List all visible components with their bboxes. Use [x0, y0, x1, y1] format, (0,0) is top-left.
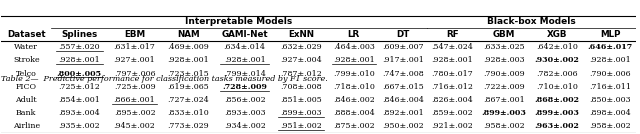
Text: .899±.003: .899±.003	[280, 109, 322, 117]
Text: .850±.003: .850±.003	[589, 96, 631, 104]
Text: .619±.065: .619±.065	[168, 83, 209, 91]
Text: .899±.003: .899±.003	[482, 109, 527, 117]
Text: .800±.005: .800±.005	[57, 70, 102, 78]
Text: .464±.003: .464±.003	[333, 43, 375, 51]
Text: .893±.004: .893±.004	[58, 109, 100, 117]
Text: XGB: XGB	[547, 30, 567, 39]
Text: .958±.002: .958±.002	[589, 122, 631, 130]
Text: .710±.010: .710±.010	[536, 83, 578, 91]
Text: .780±.017: .780±.017	[431, 70, 474, 78]
Text: .633±.025: .633±.025	[483, 43, 525, 51]
Text: Table 2—  Predictive performance for classification tasks measured by F1 score.: Table 2— Predictive performance for clas…	[1, 75, 328, 83]
Text: .846±.002: .846±.002	[333, 96, 374, 104]
Text: .723±.015: .723±.015	[168, 70, 209, 78]
Text: .547±.024: .547±.024	[431, 43, 474, 51]
Text: .833±.010: .833±.010	[168, 109, 209, 117]
Text: .928±.001: .928±.001	[333, 56, 374, 64]
Text: .609±.007: .609±.007	[382, 43, 424, 51]
Text: Black-box Models: Black-box Models	[487, 17, 576, 26]
Text: .557±.020: .557±.020	[59, 43, 100, 51]
Text: .782±.006: .782±.006	[536, 70, 578, 78]
Text: Splines: Splines	[61, 30, 97, 39]
Text: .716±.011: .716±.011	[589, 83, 631, 91]
Text: .716±.012: .716±.012	[431, 83, 474, 91]
Text: .868±.002: .868±.002	[534, 96, 580, 104]
Text: .631±.017: .631±.017	[114, 43, 156, 51]
Text: .790±.006: .790±.006	[589, 70, 631, 78]
Text: .797±.006: .797±.006	[114, 70, 156, 78]
Text: .851±.005: .851±.005	[280, 96, 322, 104]
Text: .892±.001: .892±.001	[382, 109, 424, 117]
Text: Dataset: Dataset	[7, 30, 45, 39]
Text: .895±.002: .895±.002	[114, 109, 156, 117]
Text: .963±.002: .963±.002	[534, 122, 580, 130]
Text: GBM: GBM	[493, 30, 515, 39]
Text: Stroke: Stroke	[13, 56, 40, 64]
Text: .725±.009: .725±.009	[114, 83, 156, 91]
Text: .899±.003: .899±.003	[534, 109, 580, 117]
Text: .747±.008: .747±.008	[382, 70, 424, 78]
Text: Adult: Adult	[15, 96, 37, 104]
Text: .722±.009: .722±.009	[483, 83, 525, 91]
Text: .632±.029: .632±.029	[280, 43, 322, 51]
Text: .856±.002: .856±.002	[224, 96, 266, 104]
Text: .928±.001: .928±.001	[168, 56, 209, 64]
Text: EBM: EBM	[124, 30, 145, 39]
Text: .718±.010: .718±.010	[333, 83, 375, 91]
Text: .928±.001: .928±.001	[58, 56, 100, 64]
Text: .928±.001: .928±.001	[224, 56, 266, 64]
Text: .888±.004: .888±.004	[333, 109, 374, 117]
Text: DT: DT	[396, 30, 410, 39]
Text: .854±.001: .854±.001	[58, 96, 100, 104]
Text: LR: LR	[348, 30, 360, 39]
Text: .646±.017: .646±.017	[588, 43, 633, 51]
Text: GAMI-Net: GAMI-Net	[221, 30, 268, 39]
Text: .773±.029: .773±.029	[168, 122, 209, 130]
Text: Water: Water	[14, 43, 38, 51]
Text: .867±.001: .867±.001	[483, 96, 525, 104]
Text: .935±.002: .935±.002	[59, 122, 100, 130]
Text: .927±.001: .927±.001	[114, 56, 156, 64]
Text: .859±.002: .859±.002	[432, 109, 474, 117]
Text: .928±.001: .928±.001	[431, 56, 474, 64]
Text: Interpretable Models: Interpretable Models	[185, 17, 292, 26]
Text: .950±.002: .950±.002	[382, 122, 424, 130]
Text: .934±.002: .934±.002	[224, 122, 266, 130]
Text: .927±.004: .927±.004	[280, 56, 322, 64]
Text: .728±.009: .728±.009	[222, 83, 267, 91]
Text: .875±.002: .875±.002	[333, 122, 374, 130]
Text: .642±.010: .642±.010	[536, 43, 578, 51]
Text: .945±.002: .945±.002	[114, 122, 156, 130]
Text: .469±.009: .469±.009	[168, 43, 209, 51]
Text: .725±.012: .725±.012	[58, 83, 100, 91]
Text: FICO: FICO	[16, 83, 36, 91]
Text: .951±.002: .951±.002	[280, 122, 322, 130]
Text: Bank: Bank	[16, 109, 36, 117]
Text: .667±.015: .667±.015	[382, 83, 424, 91]
Text: RF: RF	[446, 30, 459, 39]
Text: .790±.009: .790±.009	[483, 70, 525, 78]
Text: .866±.001: .866±.001	[114, 96, 156, 104]
Text: .787±.012: .787±.012	[280, 70, 322, 78]
Text: .917±.001: .917±.001	[382, 56, 424, 64]
Text: .846±.004: .846±.004	[382, 96, 424, 104]
Text: .727±.024: .727±.024	[168, 96, 209, 104]
Text: .928±.003: .928±.003	[483, 56, 525, 64]
Text: NAM: NAM	[177, 30, 200, 39]
Text: Telco: Telco	[16, 70, 36, 78]
Text: .799±.014: .799±.014	[224, 70, 266, 78]
Text: .898±.004: .898±.004	[589, 109, 631, 117]
Text: .928±.001: .928±.001	[589, 56, 631, 64]
Text: .958±.002: .958±.002	[483, 122, 525, 130]
Text: ExNN: ExNN	[288, 30, 314, 39]
Text: .893±.003: .893±.003	[224, 109, 266, 117]
Text: .708±.008: .708±.008	[280, 83, 322, 91]
Text: MLP: MLP	[600, 30, 621, 39]
Text: .930±.002: .930±.002	[534, 56, 580, 64]
Text: Airline: Airline	[13, 122, 40, 130]
Text: .799±.010: .799±.010	[333, 70, 374, 78]
Text: .826±.004: .826±.004	[431, 96, 474, 104]
Text: .634±.014: .634±.014	[224, 43, 266, 51]
Text: .921±.002: .921±.002	[431, 122, 474, 130]
